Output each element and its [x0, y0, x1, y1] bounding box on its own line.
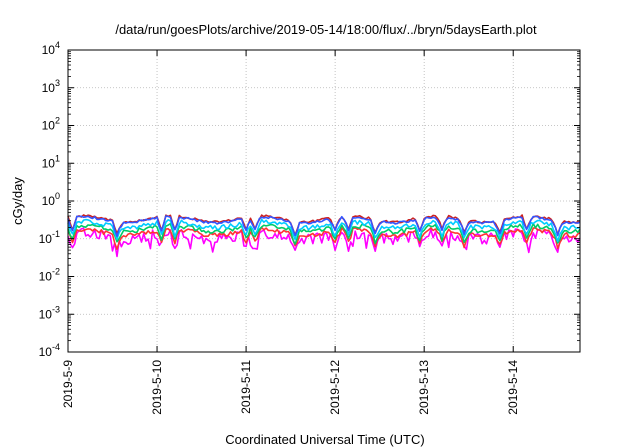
series-line	[67, 215, 581, 238]
y-axis: 10-4 10-3 10-2 10-1 100 101 102 103 104	[39, 40, 580, 359]
y-tick-label: 104	[42, 40, 60, 57]
y-tick-label: 10-3	[39, 304, 60, 321]
series-line	[67, 226, 581, 250]
x-tick-label: 2019-5-13	[417, 360, 431, 415]
x-tick-label: 2019-5-10	[150, 360, 164, 415]
x-axis-label: Coordinated Universal Time (UTC)	[225, 432, 424, 447]
x-tick-label: 2019-5-11	[239, 360, 253, 414]
y-tick-label: 10-1	[39, 229, 60, 246]
y-tick-label: 101	[42, 153, 60, 170]
series-group	[67, 214, 581, 258]
y-tick-label: 102	[42, 116, 60, 133]
y-tick-label: 10-2	[39, 267, 60, 284]
series-line	[67, 222, 581, 245]
x-tick-label: 2019-5-9	[61, 360, 75, 408]
y-tick-label: 100	[42, 191, 60, 208]
series-line	[67, 218, 581, 243]
chart-title: /data/run/goesPlots/archive/2019-05-14/1…	[115, 22, 537, 37]
y-axis-label: cGy/day	[10, 177, 25, 225]
y-tick-label: 103	[42, 78, 60, 95]
grid-lines	[68, 50, 580, 352]
y-tick-label: 10-4	[39, 342, 60, 359]
x-axis: 2019-5-9 2019-5-10 2019-5-11 2019-5-12 2019-…	[61, 50, 520, 415]
x-tick-label: 2019-5-14	[506, 360, 520, 415]
x-tick-label: 2019-5-12	[328, 360, 342, 415]
